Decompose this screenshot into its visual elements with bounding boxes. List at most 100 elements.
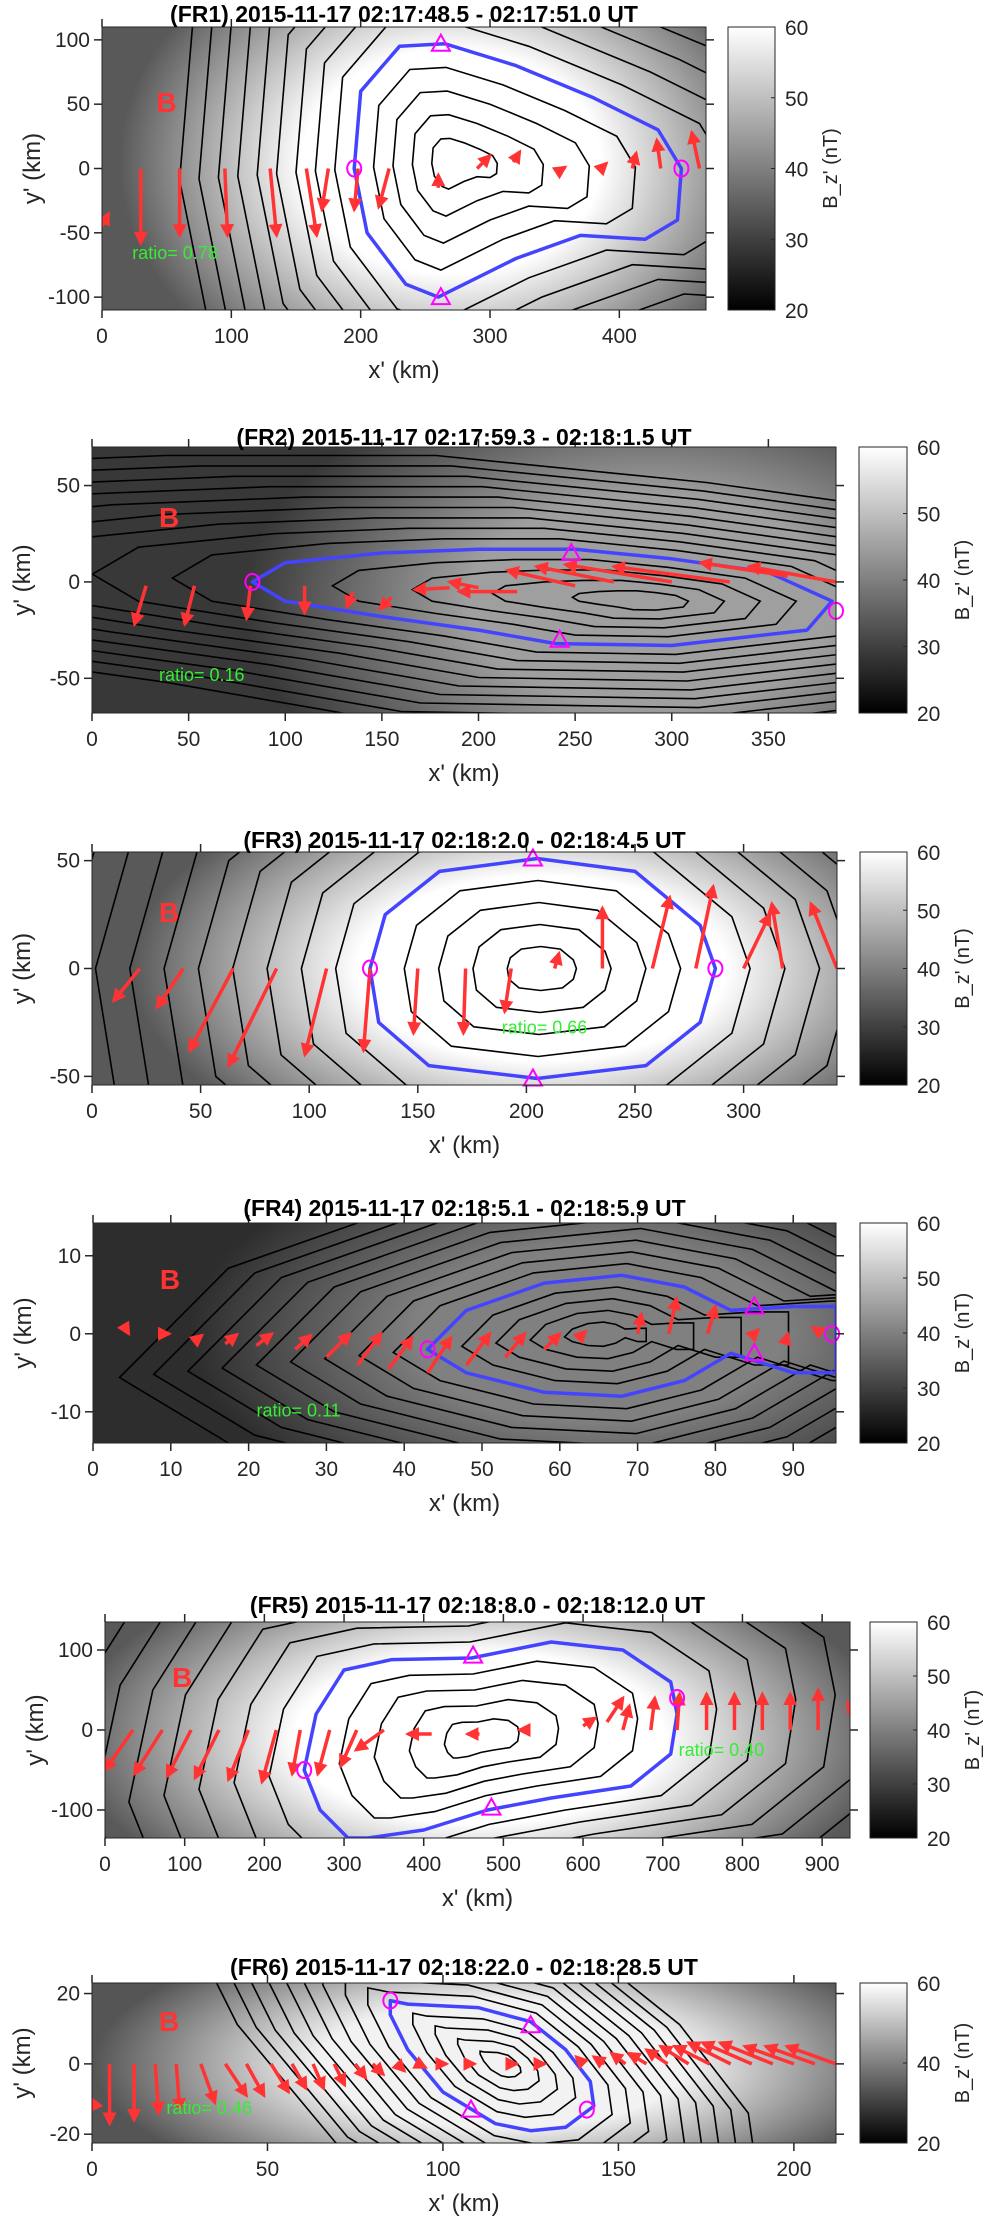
contour-line [233,1983,737,2143]
flux-rope-boundary [250,547,834,648]
axes-frame [91,1982,837,2144]
b-vector-arrow [357,968,372,1054]
b-vector-arrow [316,168,331,213]
contour-line [357,1251,836,1423]
b-vector-arrow [300,968,329,1058]
x-tick-label: 200 [509,1100,544,1123]
axes-frame [92,1222,837,1444]
b-vector-arrow [240,585,255,622]
colorbar-tick-label: 40 [917,2053,940,2076]
circle-marker [244,572,261,591]
colorbar-tick-label: 50 [785,88,808,111]
triangle-marker [743,1295,766,1315]
contour-line [412,2012,577,2119]
y-tick-label: -100 [51,1799,93,1822]
contour-line [367,1986,613,2143]
b-vector-arrow [193,1729,221,1781]
y-tick-label: -100 [48,286,90,309]
b-vector-arrow [344,590,358,610]
colorbar-tick-label: 30 [917,1017,940,1040]
ratio-label: ratio= 0.11 [256,1401,340,1421]
contour-line [92,485,836,700]
b-vector-arrow [697,557,788,578]
colorbar-tick-label: 60 [785,17,808,40]
contour-line [268,1983,703,2143]
b-vector-arrow [456,968,471,1037]
b-vector-arrow [810,1326,826,1340]
panel-title: (FR1) 2015-11-17 02:17:48.5 - 02:17:51.0… [170,1,638,27]
colorbar-tick-label: 60 [927,1612,950,1635]
b-vector-arrow [549,950,563,969]
colorbar [859,1982,908,2144]
b-vector-arrow [784,2043,836,2066]
contour-line [443,1717,520,1759]
b-vector-arrow [269,2062,291,2095]
x-tick-label: 150 [400,1100,435,1123]
b-vector-arrow [777,1331,792,1347]
colorbar-label: B_z' (nT) [952,1293,974,1374]
contour-line [392,90,591,244]
b-vector-arrow [105,1728,135,1773]
b-vector-arrow [619,1703,634,1731]
b-vector-arrow [610,561,730,584]
contour-line [334,852,751,1085]
b-vector-arrow [507,149,522,165]
y-axis-label: y' (km) [9,544,36,615]
b-vector-arrow [499,968,514,1015]
flux-rope-boundary [368,856,718,1081]
x-tick-label: 50 [470,1458,493,1481]
y-axis-label: y' (km) [10,1297,37,1368]
b-vector-arrow [311,2063,326,2092]
b-vector-arrow [223,1332,240,1348]
contour-line [563,1321,647,1348]
contour-line [338,1660,639,1819]
b-vector-arrow [705,1303,720,1335]
b-vector-arrow [102,211,111,228]
b-vector-arrow [503,1331,527,1359]
circle-marker [669,1689,686,1707]
b-vector-arrow [150,2063,165,2116]
contour-line [92,506,836,682]
colorbar-tick-label: 30 [917,1378,940,1401]
b-vector-arrow [332,2063,347,2088]
contour-line [392,1262,836,1410]
contour-line [434,2024,559,2105]
panel-fr6: 0 50 100 150 200 -20 0 20 (FR6) 2015-11-17 02:18… [9,1954,974,2217]
b-vector-arrow [377,596,393,611]
b-vector-arrow [199,2063,218,2106]
b-vector-arrow [742,912,772,970]
vector-b-label: B [159,502,179,533]
b-vector-arrow [92,2096,104,2113]
b-vector-arrow [304,168,322,239]
x-tick-label: 400 [406,1853,441,1876]
y-tick-label: 50 [67,93,90,116]
b-vector-arrow [411,582,450,597]
circle-marker [578,2100,595,2119]
contour-line [198,1622,797,1838]
b-vector-arrow [338,1729,359,1769]
colorbar [859,1222,908,1444]
y-tick-label: 0 [68,571,80,594]
y-tick-label: 50 [57,475,80,498]
triangle-marker [480,1796,503,1816]
x-tick-label: 100 [167,1853,202,1876]
b-vector-arrow [313,1729,332,1777]
x-tick-label: 200 [343,325,378,348]
panel-fr3: 0 50 100 150 200 250 300 -50 0 50 (FR3) 2015-11-17… [9,827,974,1159]
circle-marker [419,1340,436,1359]
x-tick-label: 250 [617,1100,652,1123]
b-vector-arrow [591,2055,608,2069]
b-vector-arrow [609,2051,627,2066]
x-tick-label: 300 [654,728,689,751]
x-tick-label: 150 [601,2158,636,2181]
y-tick-label: 0 [81,1719,93,1742]
heatmap-area [102,27,706,310]
b-vector-arrow [407,968,422,1037]
x-tick-label: 200 [776,2158,811,2181]
vector-b-label: B [159,2006,179,2037]
colorbar-label: B_z' (nT) [962,1690,984,1771]
colorbar-tick-label: 40 [917,1323,940,1346]
colorbar-tick-label: 20 [917,703,940,726]
contour-line [494,1297,742,1373]
b-vector-arrow [426,1335,453,1374]
